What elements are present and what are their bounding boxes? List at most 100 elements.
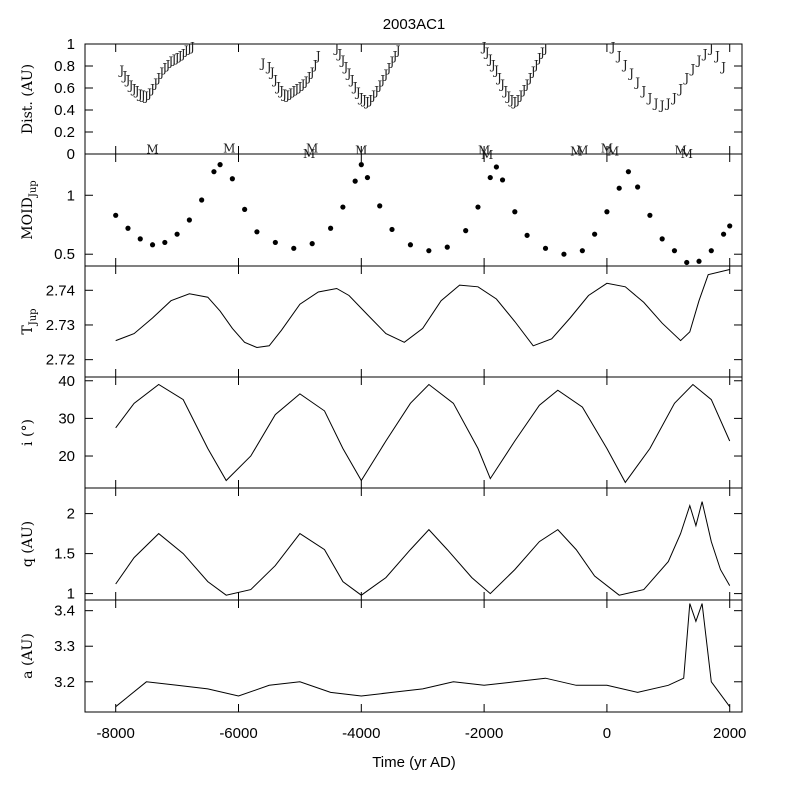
marker-J: J [639, 84, 646, 98]
marker-J: J [498, 78, 505, 92]
marker-J: J [139, 89, 146, 103]
chart-title: 2003AC1 [383, 16, 446, 33]
marker-J: J [535, 51, 542, 65]
panel-tjup: 2.72 2.73 2.74 TJup [20, 265, 743, 378]
panel-frame [84, 153, 743, 267]
marker-J: J [342, 60, 349, 74]
marker-J: J [489, 58, 496, 72]
data-point [328, 225, 334, 231]
data-point [340, 204, 346, 210]
data-point [113, 212, 119, 218]
marker-J: J [136, 88, 143, 102]
y-tick-label: 30 [58, 410, 75, 427]
marker-J: J [292, 82, 299, 96]
data-point [149, 242, 156, 248]
marker-J: J [688, 62, 695, 76]
marker-J: J [652, 96, 659, 110]
x-tick-label: -4000 [342, 725, 380, 742]
data-point [475, 204, 481, 210]
y-axis-label: a (AU) [20, 633, 36, 679]
y-tick-label: 1 [67, 187, 75, 204]
marker-J: J [121, 69, 128, 83]
marker-J: J [167, 55, 174, 69]
y-tick-label: 0.2 [54, 124, 75, 141]
marker-M: M [481, 148, 493, 162]
data-point [493, 164, 499, 170]
y-axis-label-subscript: Jup [28, 180, 39, 198]
marker-J: J [280, 88, 287, 102]
marker-J: J [302, 74, 309, 88]
data-point [463, 228, 469, 234]
marker-J: J [148, 82, 155, 96]
marker-J: J [695, 53, 702, 67]
marker-J: J [305, 70, 312, 84]
marker-J: J [529, 64, 536, 78]
marker-J: J [308, 66, 315, 80]
marker-J: J [173, 51, 180, 65]
marker-J: J [289, 84, 296, 98]
marker-J: J [151, 77, 158, 91]
marker-J: J [127, 79, 134, 93]
data-point [444, 244, 450, 250]
marker-J: J [124, 73, 131, 87]
y-tick-label: 3.3 [54, 638, 75, 655]
marker-J: J [133, 84, 140, 98]
marker-J: J [517, 89, 524, 103]
y-axis-label: q (AU) [20, 521, 36, 567]
marker-J: J [259, 57, 266, 71]
marker-J: J [354, 85, 361, 99]
marker-J: J [385, 61, 392, 75]
marker-J: J [265, 60, 272, 74]
data-point [592, 231, 598, 237]
marker-M: M [223, 141, 235, 155]
marker-J: J [609, 40, 616, 54]
marker-J: J [360, 93, 367, 107]
marker-J: J [381, 68, 388, 82]
y-tick-label: 2 [67, 506, 75, 523]
marker-J: J [363, 95, 370, 109]
marker-J: J [388, 55, 395, 69]
marker-J: J [676, 82, 683, 96]
marker-J: J [182, 44, 189, 58]
y-tick-label: 0.6 [54, 80, 75, 97]
x-tick-label: -6000 [219, 725, 257, 742]
data-point [499, 177, 506, 183]
data-point [426, 248, 432, 254]
data-point [254, 229, 260, 235]
marker-J: J [163, 58, 170, 72]
x-tick-label: 2000 [713, 725, 746, 742]
marker-J: J [348, 73, 355, 87]
panel-frame [84, 599, 743, 713]
y-tick-label: 0.4 [54, 102, 75, 119]
data-point [389, 226, 395, 233]
data-point [635, 184, 641, 190]
marker-J: J [311, 58, 318, 72]
data-point [229, 176, 235, 182]
y-tick-label: 2.74 [46, 282, 75, 299]
marker-J: J [621, 58, 628, 72]
data-point [524, 232, 530, 238]
data-point [364, 174, 371, 181]
data-point [272, 239, 278, 246]
data-point [579, 248, 585, 254]
marker-M: M [576, 144, 588, 158]
x-tick-label: 0 [603, 725, 611, 742]
data-point [684, 259, 690, 266]
panel-perihelion: 1 1.5 2 q (AU) [20, 487, 743, 603]
marker-J: J [513, 93, 520, 107]
y-tick-label: 20 [58, 448, 75, 465]
marker-J: J [394, 44, 401, 58]
marker-J: J [372, 84, 379, 98]
y-axis-label: i (°) [20, 419, 36, 446]
marker-J: J [299, 78, 306, 92]
y-axis-label-subscript: Jup [28, 308, 39, 326]
y-tick-label: 3.4 [54, 603, 75, 620]
y-tick-label: 0.8 [54, 58, 75, 75]
panel-frame [84, 265, 743, 378]
data-point [671, 248, 678, 254]
marker-J: J [707, 41, 714, 55]
data-point [659, 236, 665, 242]
marker-J: J [185, 41, 192, 55]
series-line [115, 383, 731, 484]
